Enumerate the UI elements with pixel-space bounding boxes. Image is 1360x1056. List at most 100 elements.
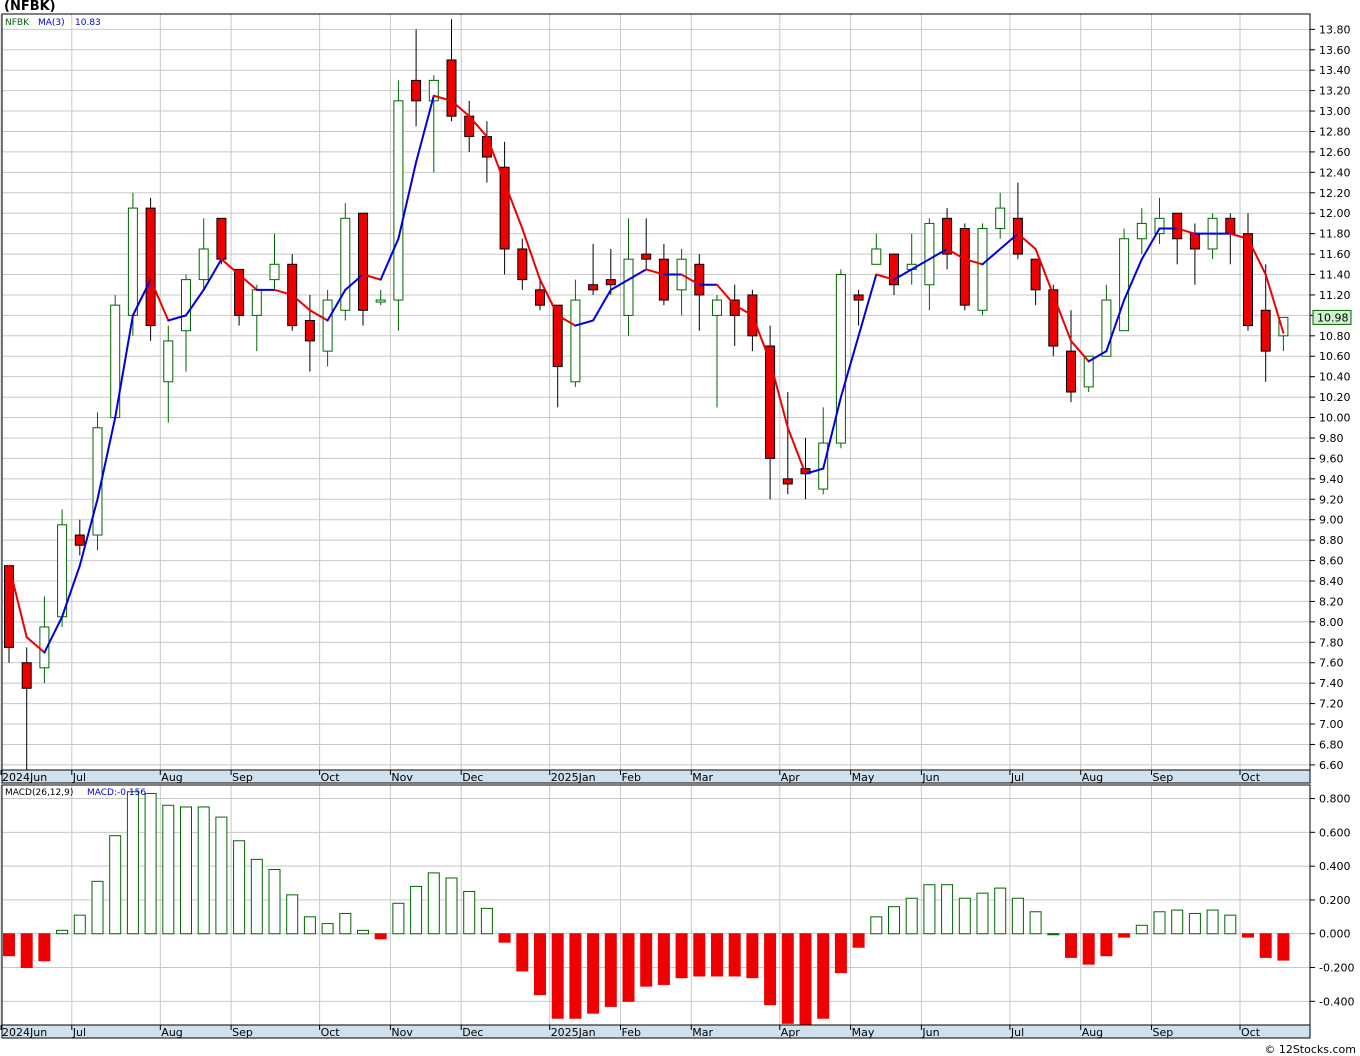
ma-segment <box>450 99 471 118</box>
macd-y-tick-label: -0.200 <box>1319 962 1354 975</box>
macd-bar-positive <box>994 887 1007 935</box>
candle <box>1066 310 1076 403</box>
price-y-tick-label: 7.00 <box>1319 718 1344 731</box>
x-tick-label: May <box>852 1026 875 1039</box>
macd-y-tick-label: -0.400 <box>1319 995 1354 1008</box>
candle <box>198 218 209 290</box>
ma-segment <box>1070 339 1090 363</box>
candle <box>269 233 280 290</box>
candle-body-up <box>340 217 351 311</box>
x-tick-label: Dec <box>462 771 483 784</box>
ma-segment <box>769 360 789 429</box>
ma-segment <box>1229 232 1249 240</box>
candle <box>552 304 563 408</box>
candle <box>481 121 492 183</box>
candle <box>535 279 545 311</box>
macd-bar-positive <box>888 906 900 935</box>
candle <box>942 208 953 270</box>
macd-bar-positive <box>445 877 458 935</box>
x-tick-label: Oct <box>1241 771 1261 784</box>
ma-segment <box>185 288 205 317</box>
macd-bar-negative <box>1065 933 1077 958</box>
candle-body-down <box>605 279 616 286</box>
price-legend-ma-label: MA(3) <box>38 18 65 28</box>
price-y-tick-label: 7.80 <box>1319 636 1344 649</box>
candle <box>499 141 510 275</box>
candle <box>234 268 245 326</box>
x-tick-label: Jul <box>72 1026 86 1039</box>
legends: NFBK MA(3) 10.83 MACD(26,12,9) MACD:-0.1… <box>5 18 146 798</box>
candle-body-down <box>641 253 652 260</box>
candle-body-up <box>163 340 174 383</box>
candle-body-down <box>588 284 599 291</box>
ma-segment <box>131 278 152 317</box>
candle-body-down <box>1189 233 1200 250</box>
price-y-tick-label: 11.60 <box>1319 248 1351 261</box>
macd-x-axis: 2024Jun Jul Aug Sep Oct Nov Dec 2025Jan Feb Mar Ap… <box>0 1024 1311 1039</box>
price-y-axis: 6.60 6.80 7.00 7.20 7.40 7.60 7.80 8.00 8.20 8.40… <box>1310 23 1351 772</box>
price-y-tick-label: 10.60 <box>1319 350 1351 363</box>
ma-segment <box>25 636 46 654</box>
macd-bar-negative <box>693 933 706 977</box>
macd-bar-negative <box>534 933 546 996</box>
x-tick-label: Jul <box>1010 1026 1024 1039</box>
macd-bar-positive <box>1224 914 1237 935</box>
price-y-tick-label: 11.20 <box>1319 289 1351 302</box>
candle-body-up <box>251 289 262 316</box>
macd-bar-positive <box>410 885 423 935</box>
ma-segment <box>1123 258 1143 302</box>
ma-segment <box>893 268 913 281</box>
price-candles <box>4 19 1289 770</box>
candle-body-up <box>393 100 404 301</box>
candle-body-down <box>889 253 899 286</box>
price-y-tick-label: 7.40 <box>1319 677 1344 690</box>
copyright-footer: © 12Stocks.com <box>1264 1043 1356 1056</box>
candle-body-down <box>1066 350 1076 393</box>
ma-segment <box>556 314 577 327</box>
candle <box>906 233 917 285</box>
macd-bar-positive <box>1171 909 1184 935</box>
candle <box>1030 258 1041 306</box>
macd-bar-negative <box>38 933 51 962</box>
price-y-tick-label: 12.60 <box>1319 146 1351 159</box>
macd-bar-negative <box>711 933 723 977</box>
candle-body-down <box>499 166 510 250</box>
macd-bar-positive <box>126 791 139 935</box>
price-y-tick-label: 9.60 <box>1319 452 1344 465</box>
macd-bar-negative <box>1242 933 1254 938</box>
candle-body-up <box>1119 238 1130 332</box>
x-tick-label: Jul <box>1010 771 1024 784</box>
ma-segment <box>910 258 931 271</box>
price-y-tick-label: 8.40 <box>1319 575 1344 588</box>
ma-segment <box>680 273 701 286</box>
ma-segment <box>397 161 418 240</box>
price-y-tick-label: 9.20 <box>1319 493 1344 506</box>
x-tick-label: Feb <box>622 771 641 784</box>
chart-title: (NFBK) <box>4 0 56 14</box>
ma-segment <box>291 293 311 312</box>
price-y-tick-label: 13.40 <box>1319 64 1351 77</box>
macd-bar-positive <box>91 880 104 935</box>
candle-body-down <box>517 248 528 281</box>
macd-bar-positive <box>870 916 883 935</box>
candle <box>729 284 740 347</box>
ma-segment <box>238 273 258 291</box>
candle <box>1136 208 1147 255</box>
candle-body-down <box>145 207 156 327</box>
ma-segment <box>1176 227 1196 235</box>
macd-bar-positive <box>480 907 493 935</box>
candle <box>1260 264 1271 382</box>
candle-body-up <box>375 299 386 303</box>
candle-body-up <box>127 207 138 316</box>
candle <box>1154 197 1165 244</box>
candle-body-down <box>1225 217 1236 235</box>
candle-body-up <box>570 299 581 383</box>
macd-bar-positive <box>427 872 440 935</box>
candle <box>304 294 315 372</box>
candle <box>959 223 970 311</box>
ma-segment <box>804 467 825 475</box>
x-tick-label: Jun <box>921 771 939 784</box>
ma-segment <box>521 227 541 281</box>
candle <box>694 254 705 331</box>
price-y-tick-label: 7.20 <box>1319 698 1344 711</box>
